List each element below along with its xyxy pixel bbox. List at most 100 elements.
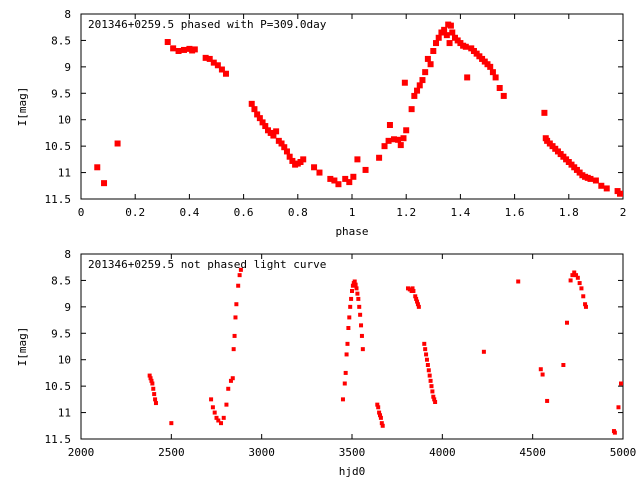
data-point bbox=[449, 29, 456, 36]
data-point bbox=[224, 402, 229, 407]
x-tick-label: 2500 bbox=[158, 446, 185, 459]
x-tick-label: 0.8 bbox=[288, 206, 308, 219]
data-point bbox=[561, 363, 566, 367]
data-point bbox=[350, 283, 355, 288]
data-point bbox=[210, 405, 215, 410]
data-point bbox=[152, 392, 157, 397]
data-point bbox=[251, 106, 258, 113]
data-point bbox=[422, 69, 429, 76]
data-point bbox=[401, 79, 408, 86]
data-points bbox=[147, 267, 623, 435]
data-point bbox=[355, 291, 360, 296]
y-tick-label: 8 bbox=[64, 8, 71, 21]
y-axis-label: I[mag] bbox=[16, 87, 29, 127]
data-point bbox=[300, 156, 307, 163]
data-point bbox=[464, 74, 471, 81]
data-point bbox=[335, 181, 342, 188]
data-point bbox=[429, 384, 434, 389]
phased-light-curve-panel: 8 8.5 9 9.5 10 10.5 11 11.5 0 0.2 0.4 0.6 0.8 1 1.2 1.… bbox=[16, 8, 626, 238]
data-point bbox=[359, 333, 364, 338]
x-tick-label: 3500 bbox=[339, 446, 366, 459]
data-point bbox=[350, 289, 354, 293]
data-point bbox=[311, 164, 318, 171]
data-points bbox=[94, 21, 623, 197]
data-point bbox=[391, 136, 398, 143]
data-point bbox=[395, 136, 402, 143]
data-point bbox=[443, 32, 450, 39]
data-point bbox=[423, 347, 428, 352]
y-tick-label: 10.5 bbox=[45, 140, 72, 153]
x-tick-label: 3000 bbox=[248, 446, 275, 459]
data-point bbox=[378, 413, 383, 418]
data-point bbox=[426, 368, 431, 373]
data-point bbox=[180, 46, 187, 53]
x-tick-label: 0.4 bbox=[179, 206, 199, 219]
x-tick-label: 5000 bbox=[610, 446, 637, 459]
data-point bbox=[149, 378, 154, 383]
data-point bbox=[230, 376, 235, 381]
data-point bbox=[577, 281, 582, 286]
data-point bbox=[379, 421, 384, 426]
data-point bbox=[617, 190, 623, 197]
data-point bbox=[348, 304, 353, 309]
data-point bbox=[262, 123, 269, 130]
data-point bbox=[353, 282, 358, 287]
data-point bbox=[346, 179, 353, 186]
data-point bbox=[492, 74, 499, 81]
data-point bbox=[574, 273, 579, 278]
data-point bbox=[540, 372, 545, 377]
data-point bbox=[545, 398, 550, 403]
data-point bbox=[397, 142, 404, 149]
y-tick-label: 8.5 bbox=[51, 274, 71, 287]
y-tick-label: 8.5 bbox=[51, 34, 71, 47]
data-point bbox=[376, 405, 381, 410]
data-point bbox=[232, 333, 237, 338]
data-point bbox=[428, 378, 433, 383]
data-point bbox=[400, 135, 407, 142]
data-point bbox=[347, 315, 352, 320]
x-tick-labels: 0 0.2 0.4 0.6 0.8 1 1.2 1.4 1.6 1.8 2 bbox=[78, 206, 627, 219]
data-point bbox=[316, 169, 323, 176]
data-point bbox=[148, 376, 153, 381]
data-point bbox=[219, 421, 224, 426]
data-point bbox=[354, 156, 361, 163]
data-point bbox=[579, 286, 584, 291]
data-point bbox=[425, 363, 430, 367]
data-point bbox=[415, 302, 420, 307]
data-point bbox=[175, 48, 182, 54]
x-tick-label: 0.6 bbox=[234, 206, 254, 219]
x-tick-label: 4500 bbox=[519, 446, 546, 459]
data-point bbox=[238, 267, 243, 272]
data-point bbox=[342, 381, 347, 386]
data-point bbox=[612, 430, 617, 435]
y-tick-label: 11.5 bbox=[45, 193, 72, 206]
data-point bbox=[496, 85, 503, 91]
data-point bbox=[375, 402, 380, 407]
y-tick-labels: 8 8.5 9 9.5 10 10.5 11 11.5 bbox=[45, 248, 72, 446]
data-point bbox=[481, 349, 486, 354]
data-point bbox=[381, 143, 388, 150]
data-point bbox=[286, 153, 293, 160]
y-tick-label: 9 bbox=[64, 301, 71, 314]
data-point bbox=[210, 59, 217, 66]
data-point bbox=[376, 154, 383, 161]
data-point bbox=[202, 54, 209, 61]
x-tick-label: 4000 bbox=[429, 446, 456, 459]
data-point bbox=[487, 63, 494, 70]
data-point bbox=[278, 140, 285, 147]
data-point bbox=[380, 423, 385, 428]
data-point bbox=[170, 45, 177, 52]
x-tick-label: 2 bbox=[620, 206, 627, 219]
axis-ticks bbox=[80, 13, 624, 200]
x-tick-labels: 2000 2500 3000 3500 4000 4500 5000 bbox=[68, 446, 637, 459]
x-tick-label: 1 bbox=[349, 206, 356, 219]
data-point bbox=[410, 286, 415, 291]
data-point bbox=[462, 43, 469, 50]
data-point bbox=[356, 296, 361, 301]
data-point bbox=[419, 77, 426, 84]
data-point bbox=[603, 185, 610, 192]
data-point bbox=[416, 82, 423, 89]
data-point bbox=[342, 175, 349, 182]
data-point bbox=[432, 397, 437, 402]
